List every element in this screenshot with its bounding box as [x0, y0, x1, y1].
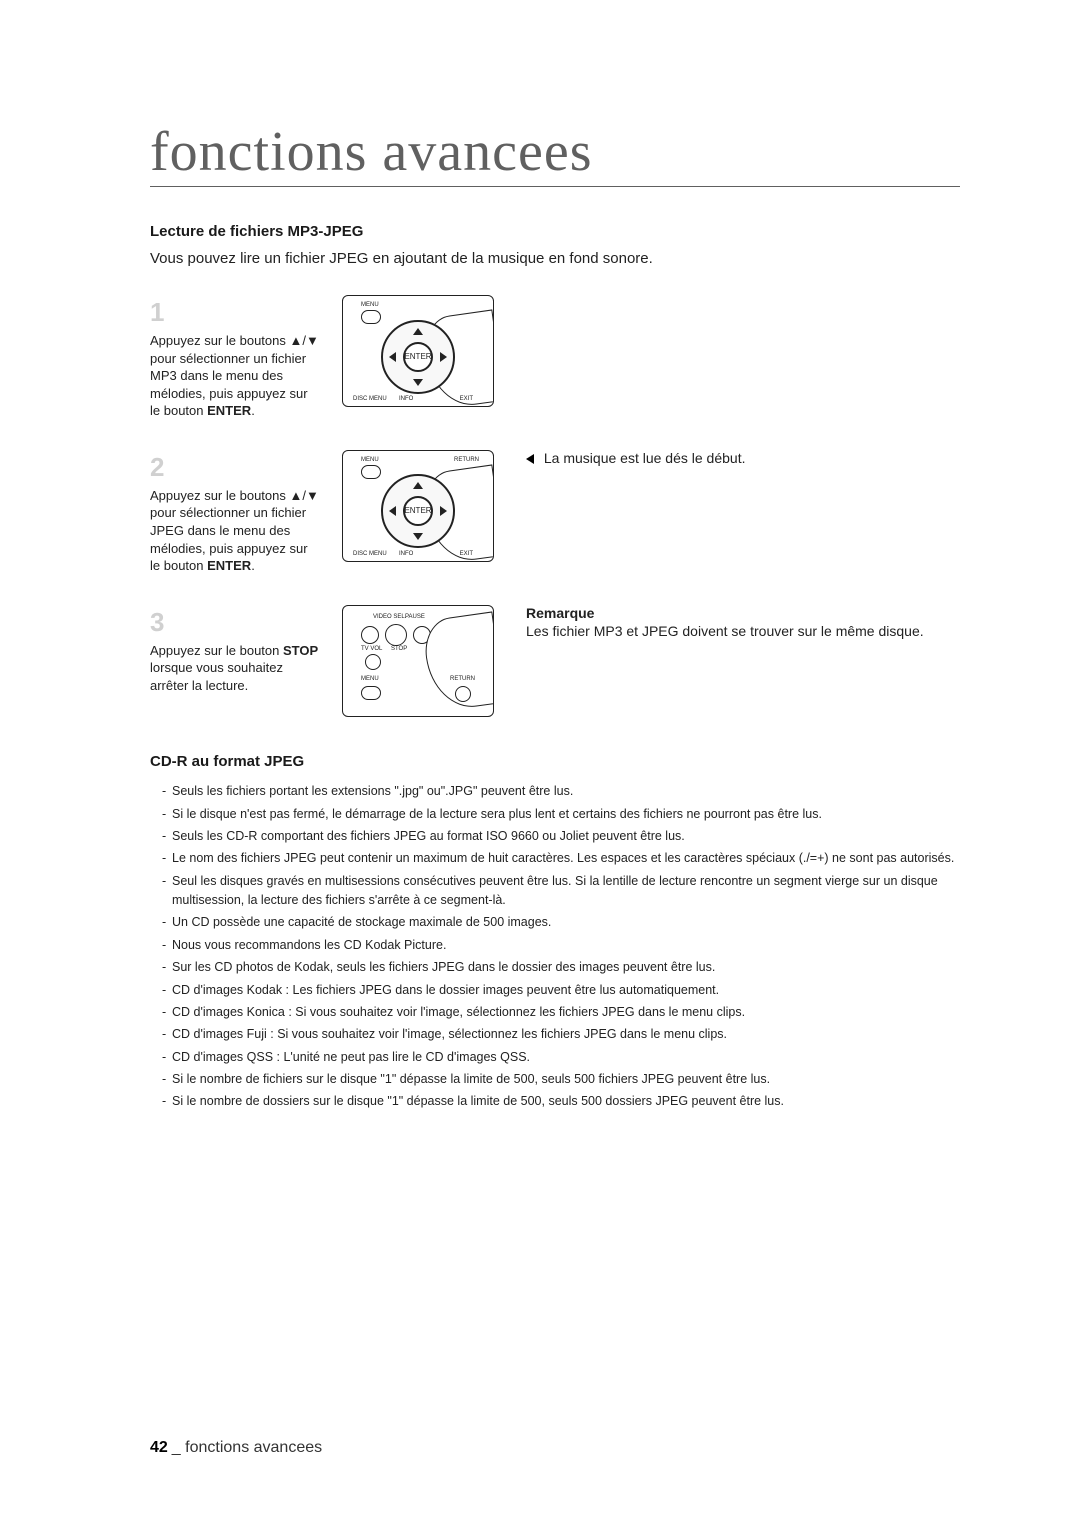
step-3-right: Remarque Les fichier MP3 et JPEG doivent… [516, 605, 960, 639]
illus-label-disc: DISC MENU [353, 396, 387, 402]
enter-label: ENTER [404, 507, 431, 515]
page-footer: 42_ fonctions avancees [150, 1439, 322, 1457]
step-2-illustration: MENU RETURN ENTER DISC MENU INFO EXIT [342, 450, 494, 562]
step-1-line-a: Appuyez sur le boutons [150, 333, 286, 348]
step-1-text: 1 Appuyez sur le boutons ▲/▼ pour sélect… [150, 295, 320, 420]
list-item: Si le disque n'est pas fermé, le démarra… [162, 805, 960, 824]
enter-label: ENTER [404, 353, 431, 361]
arrow-left-icon [526, 454, 534, 464]
step-3-stop: STOP [283, 643, 318, 658]
menu-button-icon [361, 686, 381, 700]
dpad-up-icon [413, 482, 423, 489]
step-3-number: 3 [150, 605, 320, 640]
dpad-center-icon: ENTER [403, 342, 433, 372]
step-2-number: 2 [150, 450, 320, 485]
step-1-number: 1 [150, 295, 320, 330]
dpad-icon: ENTER [381, 320, 455, 394]
step-3-text: 3 Appuyez sur le bouton STOP lorsque vou… [150, 605, 320, 695]
list-item: Seuls les fichiers portant les extension… [162, 782, 960, 801]
illus-label-disc: DISC MENU [353, 551, 387, 557]
step-2-text: 2 Appuyez sur le boutons ▲/▼ pour sélect… [150, 450, 320, 575]
footer-sep: _ [172, 1439, 181, 1456]
illus-label-menu: MENU [361, 302, 379, 308]
dpad-up-icon [413, 328, 423, 335]
illus-label-menu: MENU [361, 457, 379, 463]
list-item: Seul les disques gravés en multisessions… [162, 872, 960, 911]
illus-label-info: INFO [399, 551, 413, 557]
step-2: 2 Appuyez sur le boutons ▲/▼ pour sélect… [150, 450, 960, 575]
list-item: CD d'images Kodak : Les fichiers JPEG da… [162, 981, 960, 1000]
list-item: Sur les CD photos de Kodak, seuls les fi… [162, 958, 960, 977]
illus-label-video: VIDEO SEL. [373, 614, 406, 620]
cdr-bullet-list: Seuls les fichiers portant les extension… [150, 782, 960, 1112]
step-2-right-text: La musique est lue dés le début. [544, 450, 746, 466]
steps-container: 1 Appuyez sur le boutons ▲/▼ pour sélect… [150, 295, 960, 717]
illus-label-tvvol: TV VOL [361, 646, 382, 652]
illus-label-return: RETURN [454, 457, 479, 463]
list-item: Seuls les CD-R comportant des fichiers J… [162, 827, 960, 846]
step-2-dot: . [251, 558, 255, 573]
list-item: Si le nombre de dossiers sur le disque "… [162, 1092, 960, 1111]
step-3: 3 Appuyez sur le bouton STOP lorsque vou… [150, 605, 960, 717]
illus-label-exit: EXIT [460, 396, 473, 402]
dpad-down-icon [413, 379, 423, 386]
step-3-line-a: Appuyez sur le bouton [150, 643, 279, 658]
step-1: 1 Appuyez sur le boutons ▲/▼ pour sélect… [150, 295, 960, 420]
section-heading-cdr: CD-R au format JPEG [150, 753, 960, 770]
step-3-illustration: VIDEO SEL. PAUSE TV VOL STOP MENU RETURN [342, 605, 494, 717]
page-number: 42 [150, 1439, 168, 1456]
page: fonctions avancees Lecture de fichiers M… [0, 0, 1080, 1527]
dpad-left-icon [389, 352, 396, 362]
step-2-enter: ENTER [207, 558, 251, 573]
dpad-down-icon [413, 533, 423, 540]
menu-button-icon [361, 465, 381, 479]
list-item: Le nom des fichiers JPEG peut contenir u… [162, 849, 960, 868]
footer-text: fonctions avancees [181, 1439, 322, 1456]
step-2-line-a: Appuyez sur le boutons [150, 488, 286, 503]
list-item: CD d'images QSS : L'unité ne peut pas li… [162, 1048, 960, 1067]
menu-button-icon [361, 310, 381, 324]
step-1-illustration: MENU ENTER DISC MENU INFO EXIT [342, 295, 494, 407]
list-item: Un CD possède une capacité de stockage m… [162, 913, 960, 932]
remote-button-icon [385, 624, 407, 646]
step-3-line-b: lorsque vous souhaitez arrêter la lectur… [150, 660, 283, 693]
step-1-enter: ENTER [207, 403, 251, 418]
return-button-icon [455, 686, 471, 702]
remote-button-icon [361, 626, 379, 644]
remarque-heading: Remarque [526, 605, 960, 621]
step-1-dot: . [251, 403, 255, 418]
step-2-right: La musique est lue dés le début. [516, 450, 960, 470]
list-item: Si le nombre de fichiers sur le disque "… [162, 1070, 960, 1089]
dpad-left-icon [389, 506, 396, 516]
list-item: CD d'images Konica : Si vous souhaitez v… [162, 1003, 960, 1022]
section-heading-mp3jpeg: Lecture de fichiers MP3-JPEG [150, 223, 960, 240]
illus-label-menu: MENU [361, 676, 379, 682]
dpad-center-icon: ENTER [403, 496, 433, 526]
remote-button-icon [365, 654, 381, 670]
dpad-icon: ENTER [381, 474, 455, 548]
illus-label-exit: EXIT [460, 551, 473, 557]
illus-label-return: RETURN [450, 676, 475, 682]
dpad-right-icon [440, 506, 447, 516]
illus-label-info: INFO [399, 396, 413, 402]
illus-label-stop: STOP [391, 646, 407, 652]
illus-label-pause: PAUSE [405, 614, 425, 620]
page-title: fonctions avancees [150, 120, 960, 187]
list-item: Nous vous recommandons les CD Kodak Pict… [162, 936, 960, 955]
list-item: CD d'images Fuji : Si vous souhaitez voi… [162, 1025, 960, 1044]
dpad-right-icon [440, 352, 447, 362]
remarque-text: Les fichier MP3 et JPEG doivent se trouv… [526, 623, 960, 639]
intro-text: Vous pouvez lire un fichier JPEG en ajou… [150, 250, 960, 267]
